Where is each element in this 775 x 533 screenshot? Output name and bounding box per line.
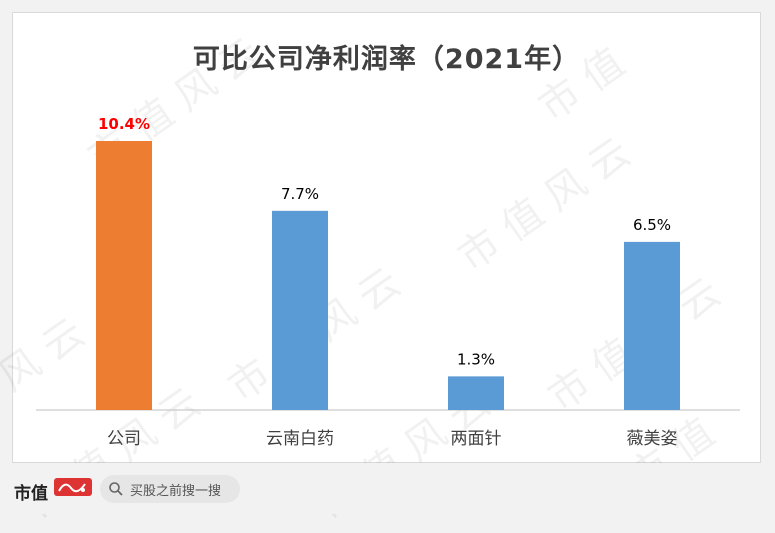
search-icon: [108, 481, 124, 497]
category-tick-label: 公司: [107, 429, 141, 449]
brand-name: 市值: [14, 484, 48, 504]
data-label: 6.5%: [633, 216, 671, 234]
data-label: 7.7%: [281, 185, 319, 203]
bar: [96, 141, 152, 410]
search-box[interactable]: 买股之前搜一搜: [100, 475, 240, 503]
chart-title: 可比公司净利润率（2021年）: [192, 44, 581, 75]
bar: [448, 376, 504, 410]
footer-bar: 市值 买股之前搜一搜: [0, 463, 775, 514]
brand-logo-icon: [53, 476, 93, 502]
bar: [272, 210, 328, 410]
data-label: 1.3%: [457, 350, 495, 368]
category-tick-label: 云南白药: [266, 429, 334, 449]
bar-chart: 10.4% 公司 7.7% 云南白药 1.3% 两面针 6.5% 薇美姿: [36, 115, 740, 449]
data-label: 10.4%: [98, 115, 150, 133]
bar: [624, 241, 680, 410]
category-tick-label: 薇美姿: [627, 429, 678, 449]
search-placeholder: 买股之前搜一搜: [130, 483, 222, 499]
category-tick-label: 两面针: [451, 429, 502, 449]
